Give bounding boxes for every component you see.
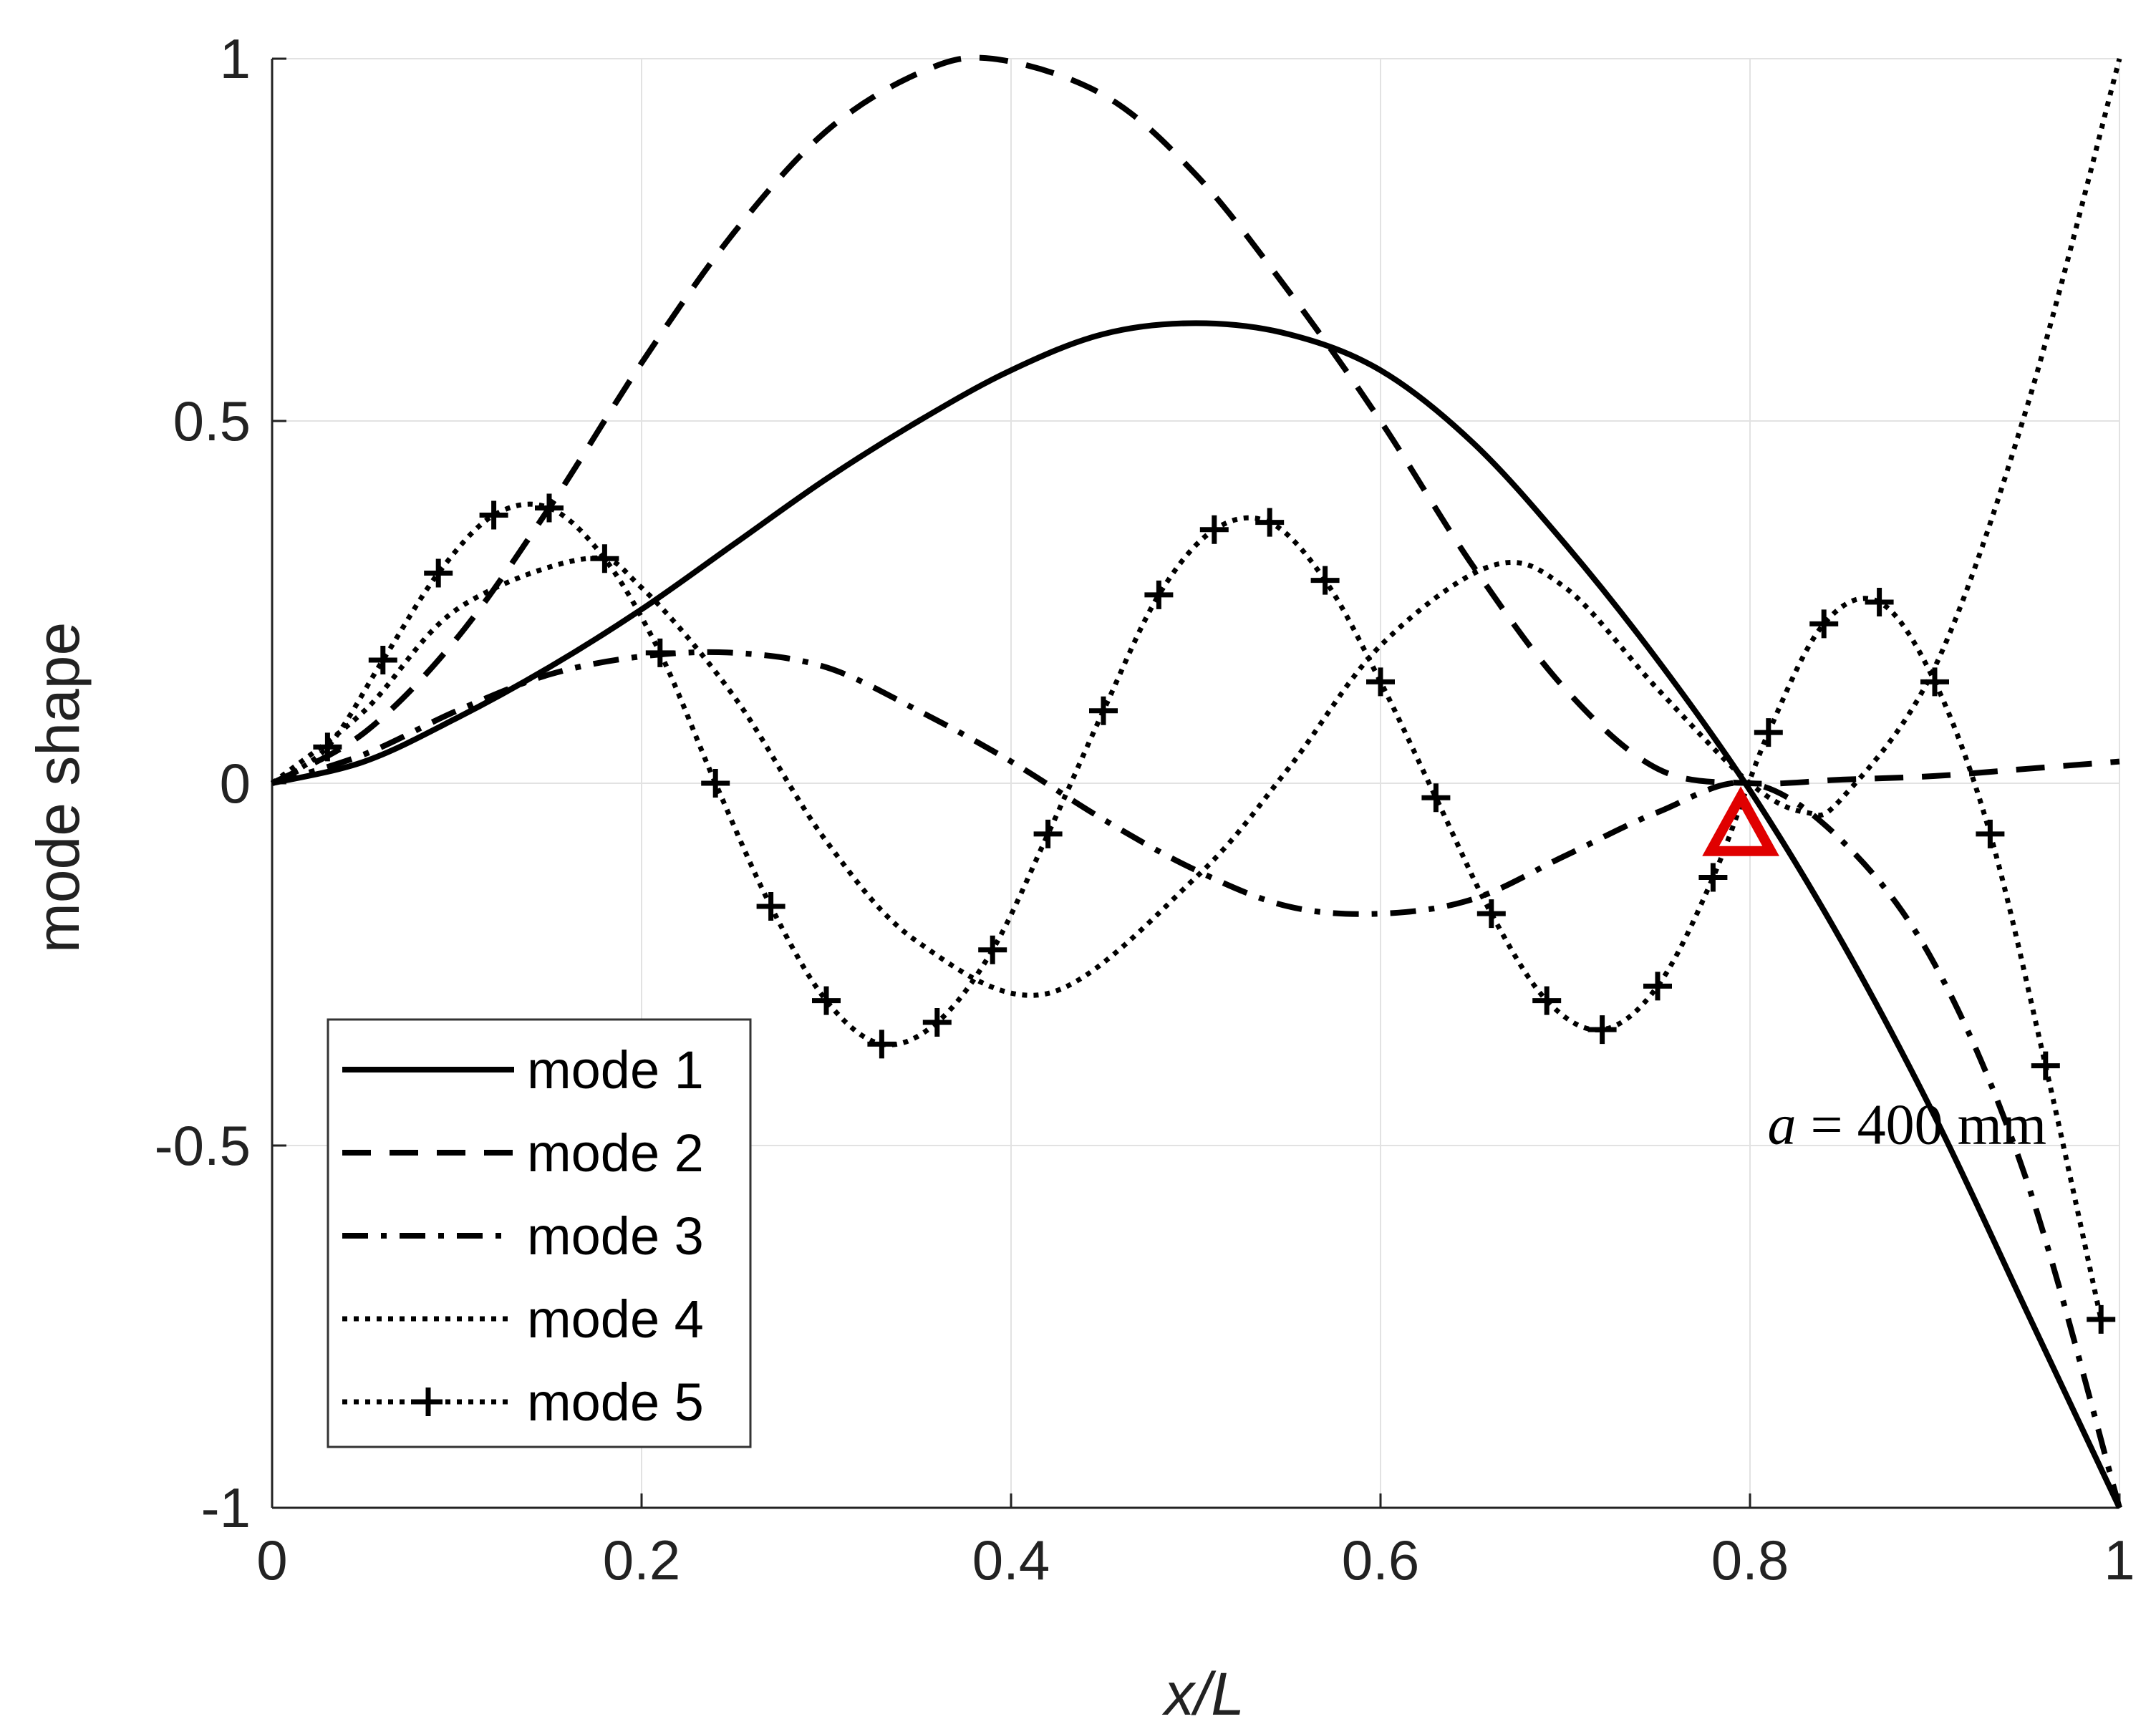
annotation-italic: a — [1768, 1094, 1797, 1157]
x-tick-label-2: 0.4 — [972, 1529, 1050, 1592]
series-point-mode-5-21 — [1421, 783, 1451, 813]
series-line-mode-1 — [271, 320, 2122, 1509]
series-point-mode-5-25 — [1643, 972, 1672, 1001]
triangle-marker — [1702, 786, 1779, 856]
y-tick-label-0: -1 — [201, 1476, 251, 1539]
series-point-mode-5-6 — [590, 544, 619, 573]
series-point-mode-5-18 — [1255, 508, 1285, 537]
legend-box — [327, 1018, 752, 1448]
series-point-mode-5-11 — [867, 1030, 896, 1059]
series-point-mode-5-16 — [1144, 580, 1174, 609]
y-tick-label-3: 0.5 — [173, 389, 251, 452]
series-point-mode-5-20 — [1366, 667, 1395, 697]
annotations: a = 400 mm — [1702, 786, 2047, 1157]
legend-label-mode-5: mode 5 — [527, 1372, 704, 1432]
series-point-mode-5-9 — [756, 892, 785, 921]
series-point-mode-5-28 — [1809, 609, 1839, 639]
x-tick-label-1: 0.2 — [603, 1529, 680, 1592]
series-point-mode-5-7 — [645, 638, 675, 667]
x-tick-label-5: 1 — [2104, 1529, 2135, 1592]
legend-label-mode-1: mode 1 — [527, 1040, 704, 1100]
series-point-mode-5-17 — [1199, 515, 1229, 544]
series-point-mode-5-3 — [424, 558, 453, 588]
series-point-mode-5-29 — [1865, 588, 1894, 616]
legend-label-mode-4: mode 4 — [527, 1289, 704, 1349]
x-tick-label-3: 0.6 — [1342, 1529, 1419, 1592]
series-point-mode-5-14 — [1033, 819, 1063, 848]
series-point-mode-5-5 — [535, 493, 564, 523]
x-tick-labels: 0 0.2 0.4 0.6 0.8 1 — [256, 1529, 2135, 1592]
legend-label-mode-3: mode 3 — [527, 1206, 704, 1266]
series-line-mode-5 — [271, 501, 2104, 1320]
annotation-rest: = 400 mm — [1797, 1094, 2047, 1157]
legend-items: mode 1 mode 2 mode 3 mode 4 mode 5 — [342, 1040, 704, 1432]
series-point-mode-5-2 — [368, 645, 397, 674]
series-point-mode-5-4 — [479, 500, 508, 530]
series-point-mode-5-22 — [1476, 899, 1506, 929]
series-point-mode-5-32 — [2031, 1051, 2060, 1080]
series-point-mode-5-13 — [978, 935, 1007, 964]
y-tick-label-1: -0.5 — [155, 1114, 251, 1177]
series-layer — [270, 54, 2122, 1509]
x-axis-label: x/L — [1161, 1660, 1244, 1724]
series-point-mode-5-19 — [1310, 566, 1340, 595]
series-point-mode-5-31 — [1976, 819, 2005, 848]
series-point-mode-5-8 — [701, 769, 730, 798]
y-tick-label-2: 0 — [220, 752, 251, 815]
series-point-mode-5-33 — [2087, 1304, 2116, 1334]
series-line-mode-3 — [271, 649, 2122, 1509]
series-point-mode-5-10 — [812, 986, 841, 1015]
series-point-mode-5-15 — [1089, 696, 1118, 725]
annotation-a-400mm: a = 400 mm — [1768, 1094, 2047, 1157]
series-line-mode-4 — [270, 58, 2122, 998]
x-tick-label-0: 0 — [256, 1529, 287, 1592]
x-tick-label-4: 0.8 — [1711, 1529, 1789, 1592]
series-point-mode-5-26 — [1698, 863, 1728, 892]
series-line-mode-2 — [271, 54, 2120, 787]
series-point-mode-5-23 — [1532, 986, 1562, 1015]
y-tick-labels: -1 -0.5 0 0.5 1 — [155, 27, 251, 1539]
series-point-mode-5-24 — [1587, 1015, 1617, 1045]
series-point-mode-5-1 — [313, 732, 342, 762]
legend-label-mode-2: mode 2 — [527, 1123, 704, 1183]
legend-marker-mode-5 — [414, 1388, 443, 1416]
y-axis-label: mode shape — [24, 622, 92, 953]
series-point-mode-5-30 — [1920, 667, 1949, 697]
series-point-mode-5-27 — [1754, 718, 1783, 747]
legend: mode 1 mode 2 mode 3 mode 4 mode 5 — [327, 1018, 752, 1448]
series-point-mode-5-12 — [922, 1007, 952, 1037]
y-tick-label-4: 1 — [220, 27, 251, 90]
